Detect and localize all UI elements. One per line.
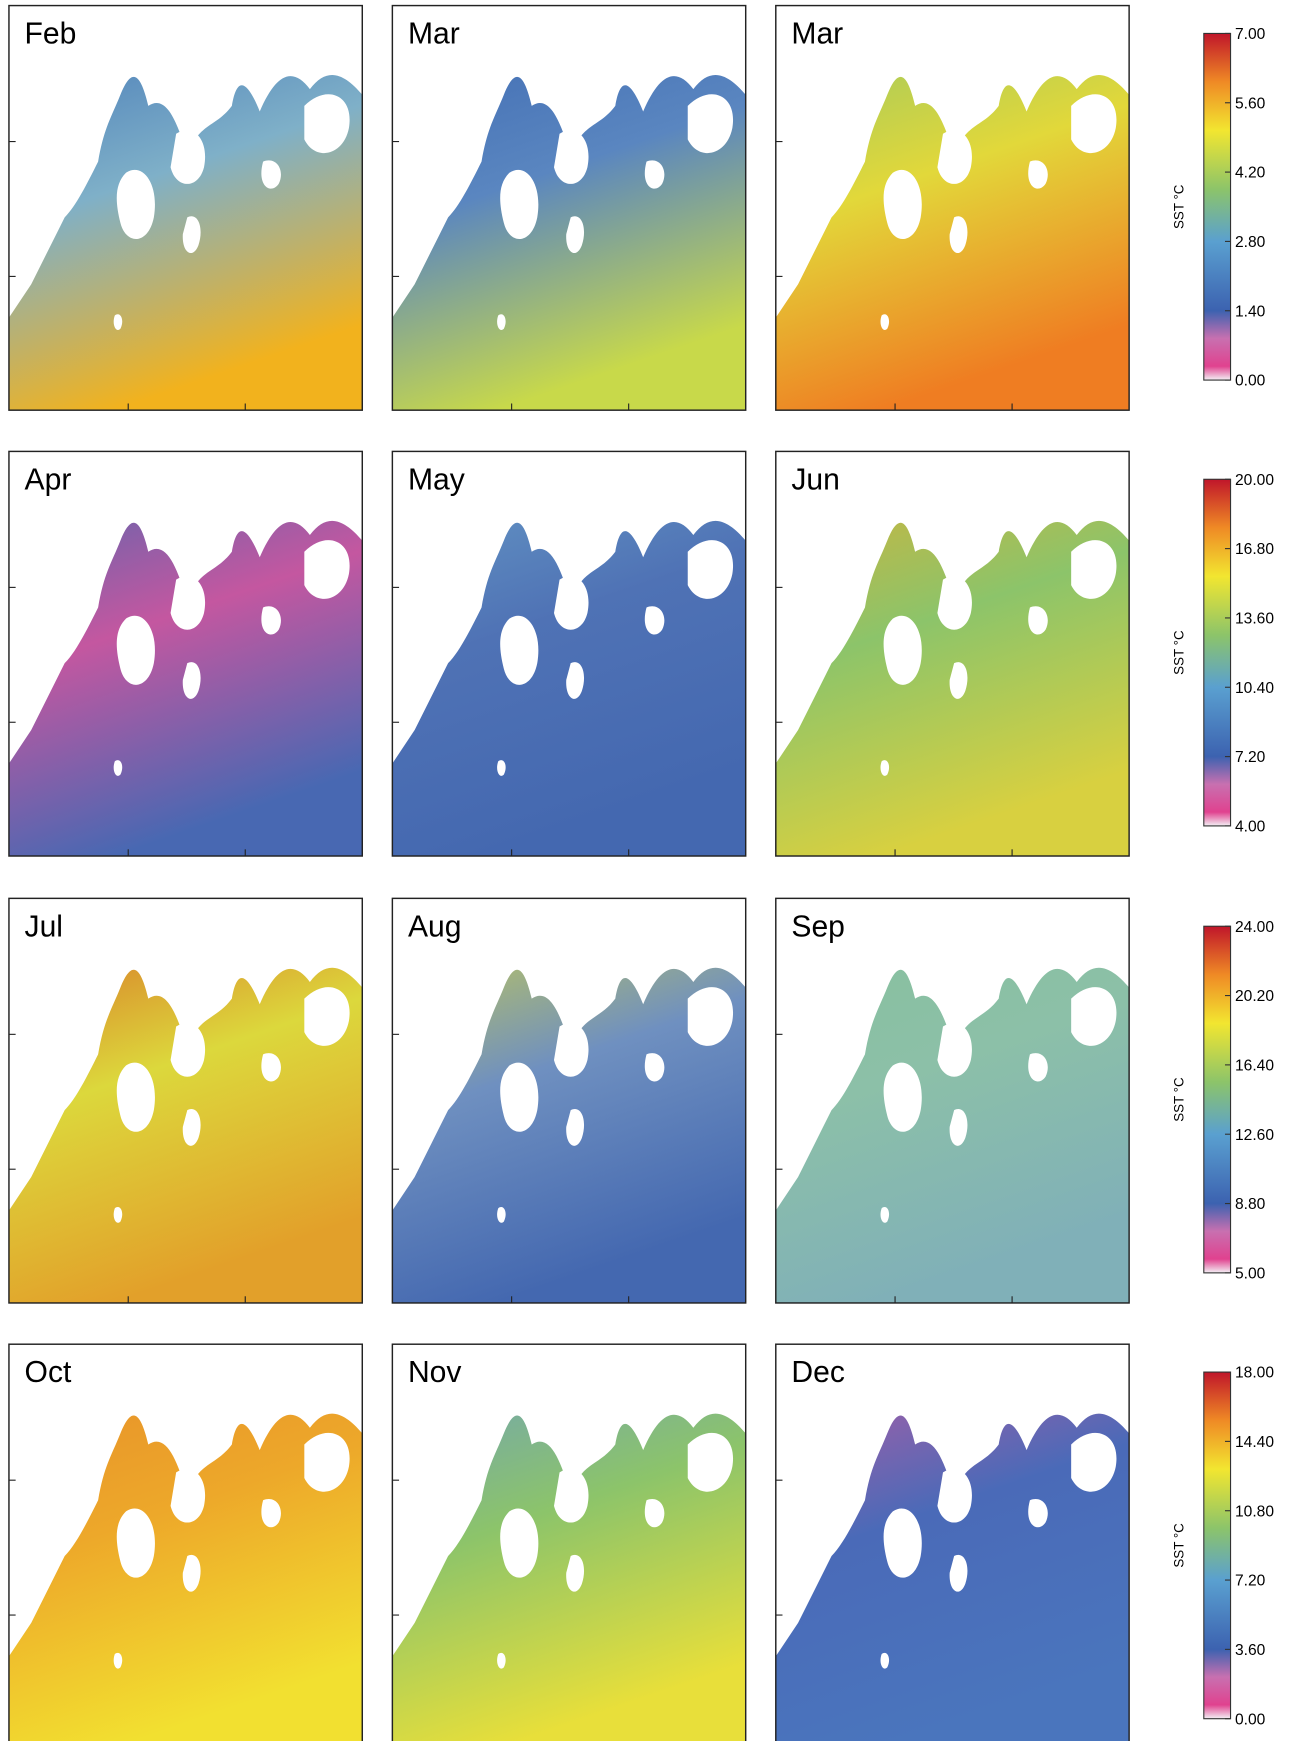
panel-frame <box>391 897 747 1304</box>
colorbar-tick-label: 0.00 <box>1235 1711 1266 1728</box>
map-image <box>8 1344 363 1741</box>
colorbar-tick-label: 7.20 <box>1235 1573 1266 1590</box>
map-image <box>392 451 746 857</box>
map-image <box>8 5 363 411</box>
panel-frame <box>775 4 1130 411</box>
colorbar-tick-label: 7.00 <box>1235 26 1266 43</box>
colorbar-tick-label: 24.00 <box>1235 919 1274 936</box>
panel-label: Nov <box>408 1356 462 1389</box>
colorbar-tick-label: 1.40 <box>1235 303 1266 320</box>
colorbar-tick-label: 16.80 <box>1235 541 1274 558</box>
colorbar <box>1203 925 1232 1274</box>
map-image <box>775 451 1130 857</box>
panel-label: Sep <box>791 910 845 943</box>
map-panel: Jul <box>8 897 364 1304</box>
panel-frame <box>8 897 364 1304</box>
colorbar-tick-label: 8.80 <box>1235 1196 1266 1213</box>
panel-label: Aug <box>408 910 462 943</box>
colorbar-tick-label: 18.00 <box>1235 1365 1274 1382</box>
map-panel: Mar <box>775 4 1130 411</box>
map-image <box>392 898 746 1303</box>
panel-frame <box>775 450 1130 857</box>
map-image <box>392 5 746 411</box>
colorbar <box>1203 32 1232 381</box>
panel-frame <box>775 897 1130 1304</box>
panel-label: Oct <box>25 1356 72 1389</box>
panel-frame <box>8 1343 364 1741</box>
panel-label: May <box>408 463 465 496</box>
panel-frame <box>391 4 747 411</box>
colorbar-tick-label: 20.20 <box>1235 988 1274 1005</box>
colorbar-tick-label: 5.60 <box>1235 95 1266 112</box>
map-image <box>775 5 1130 411</box>
colorbar-tick-label: 2.80 <box>1235 234 1266 251</box>
colorbar-tick-label: 12.60 <box>1235 1127 1274 1144</box>
map-panel: Mar <box>391 4 747 411</box>
colorbar-title: SST °C <box>1172 1523 1187 1568</box>
panel-label: Mar <box>791 17 843 50</box>
map-panel: Feb <box>8 4 364 411</box>
colorbar-tick-label: 7.20 <box>1235 749 1266 766</box>
colorbar-tick-label: 14.40 <box>1235 1434 1274 1451</box>
colorbar-tick-label: 13.60 <box>1235 611 1274 628</box>
panel-label: Feb <box>25 17 77 50</box>
colorbar-tick-label: 5.00 <box>1235 1265 1266 1282</box>
colorbar <box>1203 478 1232 827</box>
map-image <box>392 1344 746 1741</box>
panel-label: Apr <box>25 463 72 496</box>
map-panel: Apr <box>8 450 364 857</box>
map-panel: Sep <box>775 897 1130 1304</box>
colorbar-tick-label: 3.60 <box>1235 1642 1266 1659</box>
panel-label: Jul <box>25 910 63 943</box>
colorbar-tick-label: 20.00 <box>1235 472 1274 489</box>
map-panel: May <box>391 450 747 857</box>
panel-frame <box>8 450 364 857</box>
map-image <box>775 1344 1130 1741</box>
map-panel: Nov <box>391 1343 747 1741</box>
map-panel: Jun <box>775 450 1130 857</box>
map-panel: Oct <box>8 1343 364 1741</box>
colorbar <box>1203 1371 1232 1720</box>
panel-label: Jun <box>791 463 840 496</box>
panel-label: Mar <box>408 17 460 50</box>
colorbar-title: SST °C <box>1172 1077 1187 1122</box>
panel-label: Dec <box>791 1356 845 1389</box>
colorbar-tick-label: 16.40 <box>1235 1057 1274 1074</box>
colorbar-tick-label: 4.00 <box>1235 818 1266 835</box>
colorbar-title: SST °C <box>1172 184 1187 229</box>
map-panel: Dec <box>775 1343 1130 1741</box>
panel-frame <box>391 450 747 857</box>
colorbar-tick-label: 10.40 <box>1235 680 1274 697</box>
map-panel: Aug <box>391 897 747 1304</box>
colorbar-tick-label: 4.20 <box>1235 165 1266 182</box>
panel-frame <box>8 4 364 411</box>
colorbar-title: SST °C <box>1172 630 1187 675</box>
map-image <box>8 898 363 1303</box>
panel-frame <box>775 1343 1130 1741</box>
colorbar-tick-label: 10.80 <box>1235 1503 1274 1520</box>
map-image <box>8 451 363 857</box>
colorbar-tick-label: 0.00 <box>1235 373 1266 390</box>
panel-frame <box>391 1343 747 1741</box>
map-image <box>775 898 1130 1303</box>
